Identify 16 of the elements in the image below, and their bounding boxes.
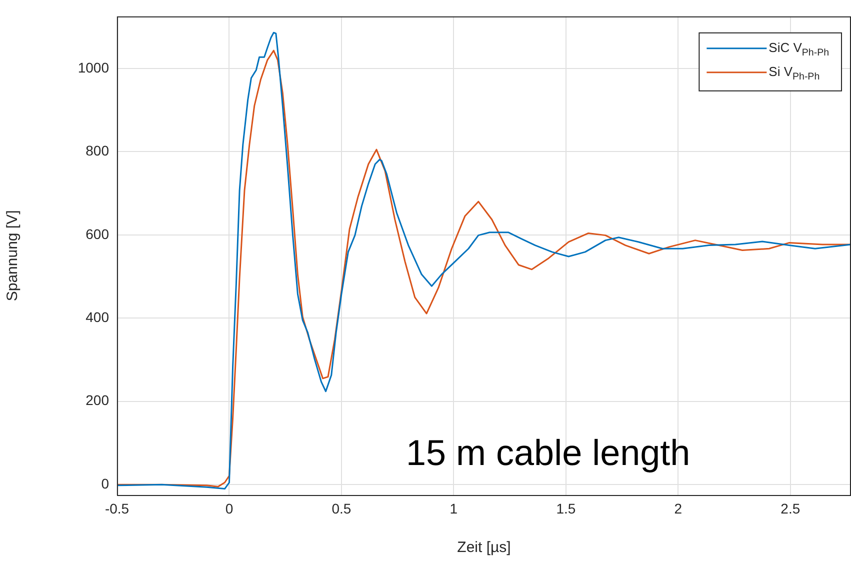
y-tick-label: 800 bbox=[86, 142, 110, 159]
y-tick-label: 0 bbox=[101, 475, 110, 492]
annotation: 15 m cable length bbox=[406, 432, 690, 473]
x-tick-label: 2 bbox=[674, 500, 682, 516]
x-axis-title: Zeit [µs] bbox=[457, 539, 511, 556]
y-tick-label: 400 bbox=[86, 308, 110, 325]
x-tick-label: 1 bbox=[450, 500, 458, 516]
y-tick-label: 600 bbox=[86, 226, 110, 242]
y-axis-title: Spannung [V] bbox=[4, 210, 22, 302]
x-tick-label: 1.5 bbox=[556, 500, 576, 516]
y-tick-label: 200 bbox=[86, 392, 110, 408]
x-tick-label: 2.5 bbox=[780, 500, 800, 516]
y-tick-label: 1000 bbox=[78, 59, 110, 76]
x-tick-label: 0.5 bbox=[332, 500, 352, 516]
x-tick-label: -0.5 bbox=[104, 500, 130, 516]
x-tick-label: 0 bbox=[225, 500, 234, 516]
